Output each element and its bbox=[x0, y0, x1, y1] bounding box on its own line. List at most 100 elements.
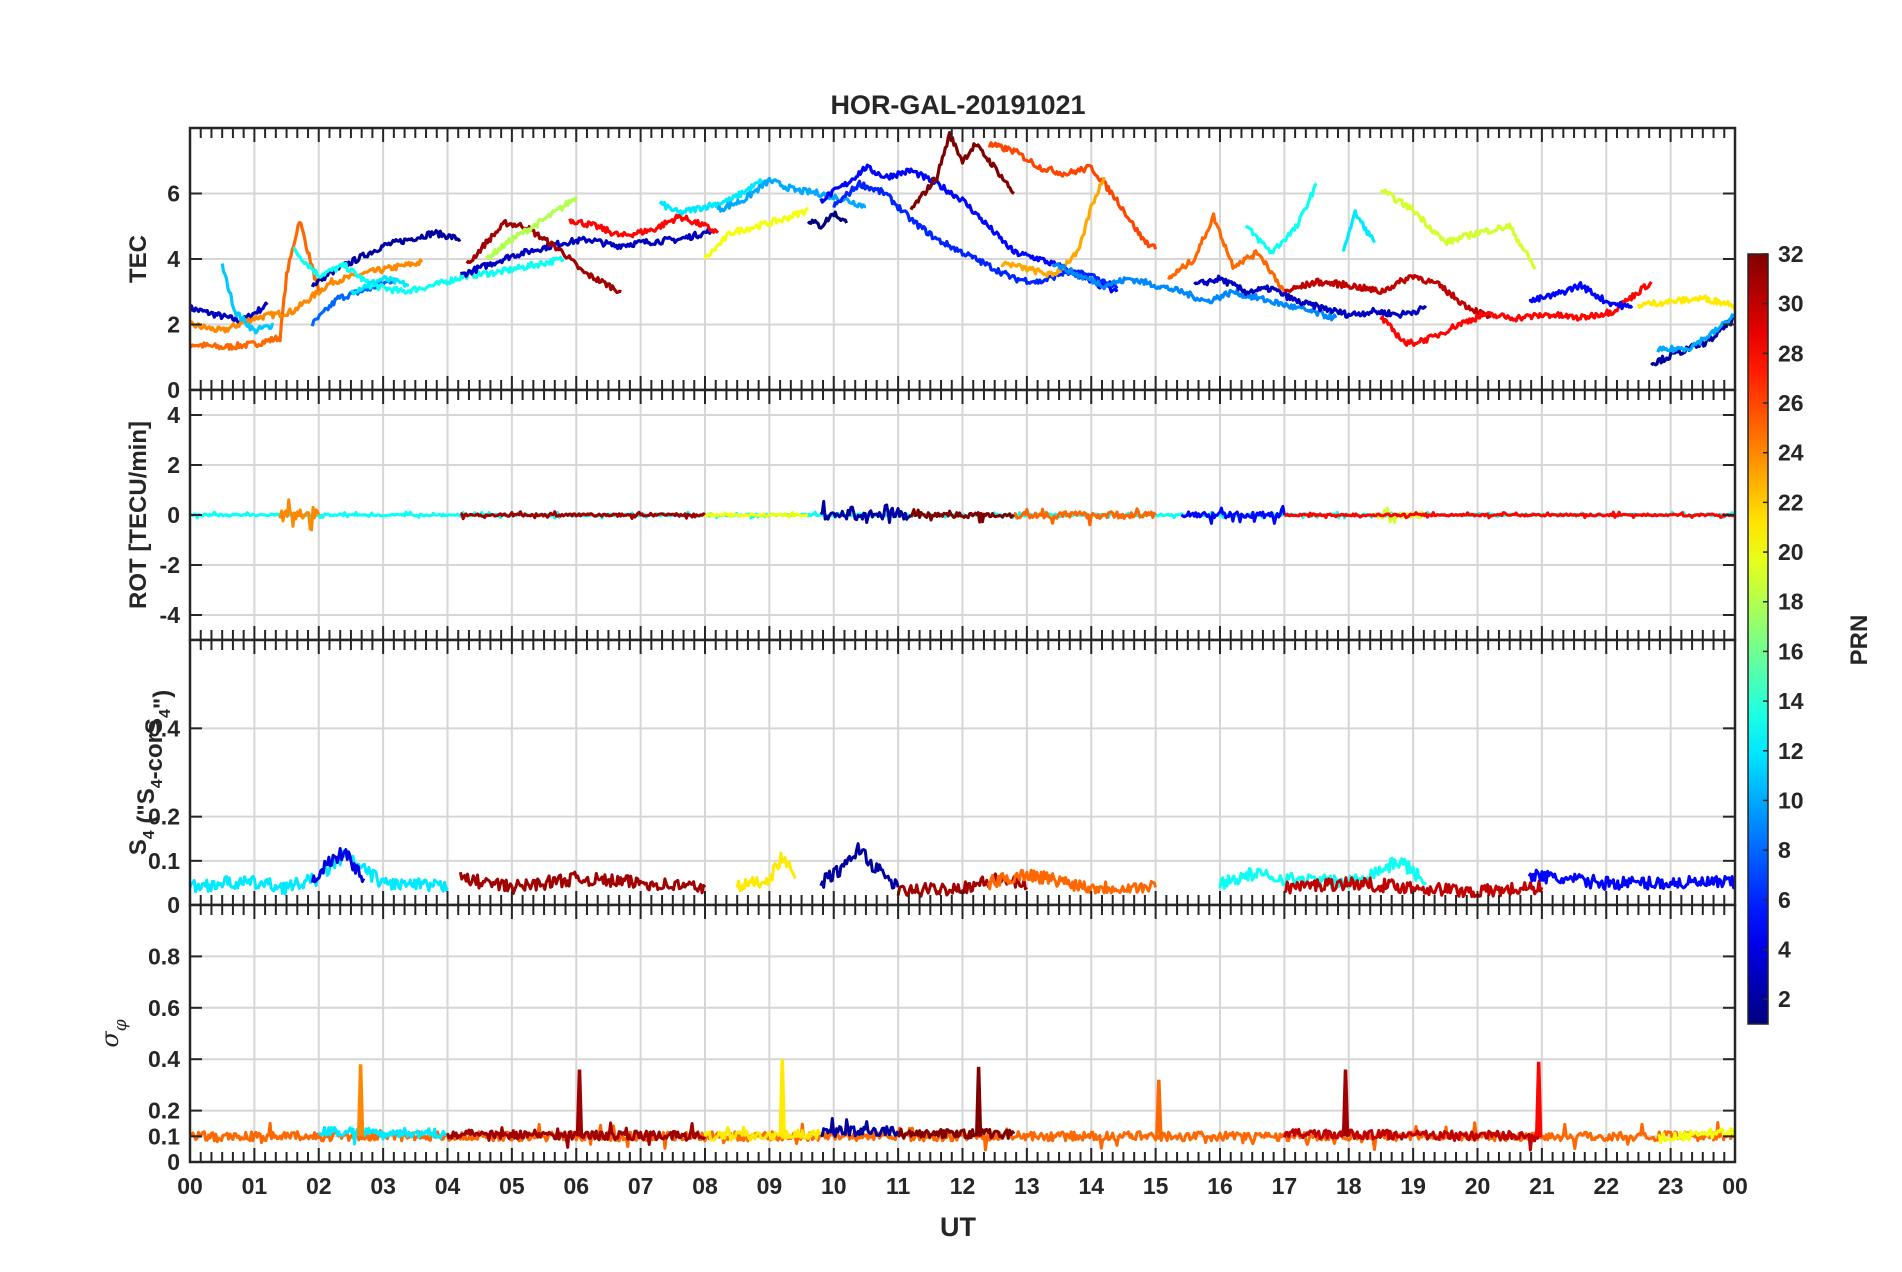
x-tick-label: 21 bbox=[1529, 1173, 1555, 1199]
series-group bbox=[190, 131, 1735, 367]
series-line-prn-5 bbox=[1180, 504, 1286, 525]
x-tick-label: 01 bbox=[242, 1173, 268, 1199]
x-tick-label: 12 bbox=[950, 1173, 976, 1199]
x-tick-label: 08 bbox=[692, 1173, 718, 1199]
x-tick-label: 05 bbox=[499, 1173, 525, 1199]
y-axis-label-sigma: σφ bbox=[96, 1019, 131, 1047]
spike-prn-32 bbox=[974, 1066, 983, 1137]
spike-prn-31 bbox=[575, 1069, 584, 1137]
series-line-prn-3 bbox=[190, 301, 269, 325]
series-line-prn-20 bbox=[703, 511, 809, 519]
series-line-prn-32 bbox=[909, 508, 1015, 524]
series-line-prn-2 bbox=[819, 499, 913, 524]
chart-title: HOR-GAL-20191021 bbox=[830, 90, 1085, 120]
series-line-prn-21 bbox=[735, 851, 797, 892]
spike-prn-25 bbox=[1155, 1079, 1163, 1137]
y-tick-label: -2 bbox=[160, 552, 180, 578]
series-line-prn-20 bbox=[703, 207, 809, 260]
colorbar-tick-label: 20 bbox=[1778, 539, 1804, 565]
series-line-prn-21 bbox=[703, 1125, 821, 1142]
series-line-prn-12 bbox=[658, 178, 765, 216]
series-line-prn-30 bbox=[1282, 1127, 1543, 1152]
x-tick-label: 00 bbox=[177, 1173, 203, 1199]
series-line-prn-13 bbox=[1244, 182, 1318, 255]
series-line-prn-28 bbox=[1283, 510, 1735, 520]
y-tick-label: 0 bbox=[167, 502, 180, 528]
series-line-prn-9 bbox=[1051, 262, 1338, 322]
x-tick-label: 18 bbox=[1336, 1173, 1362, 1199]
series-line-prn-1 bbox=[806, 210, 849, 230]
x-tick-label: 23 bbox=[1658, 1173, 1684, 1199]
series-line-prn-26 bbox=[987, 141, 1158, 250]
spike-prn-24 bbox=[356, 1064, 365, 1137]
colorbar-tick-label: 2 bbox=[1778, 986, 1791, 1012]
series-line-prn-31 bbox=[459, 510, 706, 521]
panel-sigma: 00.10.2 0.4 0.6 0.8 σφ bbox=[96, 903, 1737, 1175]
colorbar-tick-label: 30 bbox=[1778, 291, 1804, 317]
colorbar-tick-label: 22 bbox=[1778, 489, 1804, 515]
colorbar-tick-label: 24 bbox=[1778, 440, 1804, 466]
y-tick-label: 0.6 bbox=[148, 995, 180, 1021]
y-tick-label: 0.4 bbox=[148, 1046, 180, 1072]
series-line-prn-24 bbox=[190, 258, 424, 334]
x-tick-label: 06 bbox=[563, 1173, 589, 1199]
colorbar-tick-label: 8 bbox=[1778, 837, 1791, 863]
x-tick-label: 19 bbox=[1400, 1173, 1426, 1199]
series-line-prn-20 bbox=[1657, 1127, 1735, 1145]
series-line-prn-19 bbox=[1379, 188, 1537, 270]
series-line-prn-4 bbox=[310, 847, 366, 884]
colorbar-tick-label: 4 bbox=[1778, 936, 1791, 962]
series-line-prn-3 bbox=[1193, 274, 1428, 319]
series-line-prn-32 bbox=[896, 1127, 1016, 1140]
series-group bbox=[190, 1059, 1735, 1152]
series-line-prn-18 bbox=[485, 196, 578, 261]
x-tick-label: 03 bbox=[370, 1173, 396, 1199]
y-tick-label: 0.8 bbox=[148, 943, 180, 969]
x-tick-label: 11 bbox=[886, 1173, 911, 1199]
y-tick-label: 2 bbox=[167, 452, 180, 478]
series-line-prn-11 bbox=[220, 263, 274, 335]
y-tick-label: 4 bbox=[167, 402, 180, 428]
series-line-prn-25 bbox=[986, 868, 1158, 895]
spike-prn-21 bbox=[778, 1059, 786, 1137]
panel-rot: -4 -2 0 2 4 ROT [TECU/min] bbox=[125, 388, 1737, 642]
x-tick-label: 17 bbox=[1272, 1173, 1298, 1199]
y-tick-label: 0.1 bbox=[148, 848, 180, 874]
series-line-prn-24 bbox=[278, 498, 321, 532]
series-line-prn-23 bbox=[1000, 176, 1106, 278]
series-line-prn-3 bbox=[459, 227, 713, 278]
x-tick-label: 13 bbox=[1014, 1173, 1040, 1199]
y-tick-label: 2 bbox=[167, 312, 180, 338]
spike-prn-28 bbox=[1534, 1061, 1543, 1137]
series-line-prn-28 bbox=[1379, 281, 1653, 347]
y-tick-label: 4 bbox=[167, 246, 180, 272]
series-line-prn-21 bbox=[1636, 294, 1735, 310]
series-line-prn-13 bbox=[1218, 856, 1427, 890]
y-tick-label: 0.2 bbox=[148, 1098, 180, 1124]
series-group bbox=[190, 498, 1735, 532]
x-tick-label: 20 bbox=[1465, 1173, 1491, 1199]
y-tick-label: 0.4 bbox=[148, 715, 180, 741]
x-tick-label: 22 bbox=[1593, 1173, 1619, 1199]
series-line-prn-13 bbox=[292, 246, 565, 295]
series-line-prn-10 bbox=[1656, 313, 1735, 354]
series-line-prn-5 bbox=[1528, 281, 1634, 311]
series-line-prn-25 bbox=[1167, 212, 1286, 293]
x-tick-label: 09 bbox=[757, 1173, 783, 1199]
colorbar-tick-label: 14 bbox=[1778, 688, 1804, 714]
x-tick-label: 14 bbox=[1078, 1173, 1104, 1199]
y-tick-label: 6 bbox=[167, 181, 180, 207]
panel-s4: 0 0.1 0.2 0.4S4 ("S4-corS4") bbox=[125, 638, 1737, 918]
y-axis-label-tec: TEC bbox=[125, 235, 152, 283]
series-line-prn-25 bbox=[190, 220, 321, 351]
x-tick-label: 15 bbox=[1143, 1173, 1169, 1199]
colorbar-tick-label: 26 bbox=[1778, 390, 1804, 416]
colorbar-tick-label: 28 bbox=[1778, 340, 1804, 366]
x-axis-label: UT bbox=[940, 1212, 976, 1242]
y-tick-label: 0.2 bbox=[148, 804, 180, 830]
x-tick-label: 10 bbox=[821, 1173, 847, 1199]
y-tick-label: 0 bbox=[167, 892, 180, 918]
panel-tec: 0 2 4 6 TEC bbox=[125, 126, 1737, 403]
